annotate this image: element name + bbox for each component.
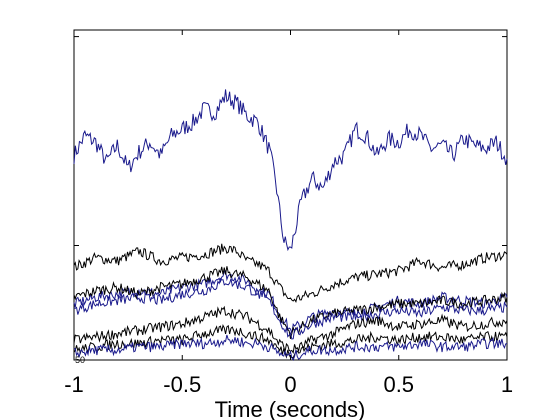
series-line-8 (73, 334, 508, 362)
plot-frame (73, 29, 508, 361)
series-line-4 (73, 266, 508, 339)
x-tick-label-3: 0 (284, 372, 296, 397)
series-line-6 (73, 305, 508, 355)
x-axis-tick-labels: -1 -0.5 0 0.5 1 (64, 372, 513, 397)
y-axis-ticks (74, 36, 507, 361)
series-layer (73, 89, 508, 362)
x-axis-label: Time (seconds) (215, 397, 366, 420)
corner-label: 50 (75, 355, 85, 365)
x-tick-label-1: -1 (64, 372, 84, 397)
series-line-1 (73, 89, 508, 252)
x-axis-ticks (73, 30, 508, 360)
plot-area (73, 29, 508, 362)
x-tick-label-2: -0.5 (163, 372, 201, 397)
x-tick-label-4: 0.5 (383, 372, 414, 397)
x-tick-label-5: 1 (501, 372, 513, 397)
series-line-2 (73, 243, 508, 303)
series-line-5 (73, 277, 508, 340)
